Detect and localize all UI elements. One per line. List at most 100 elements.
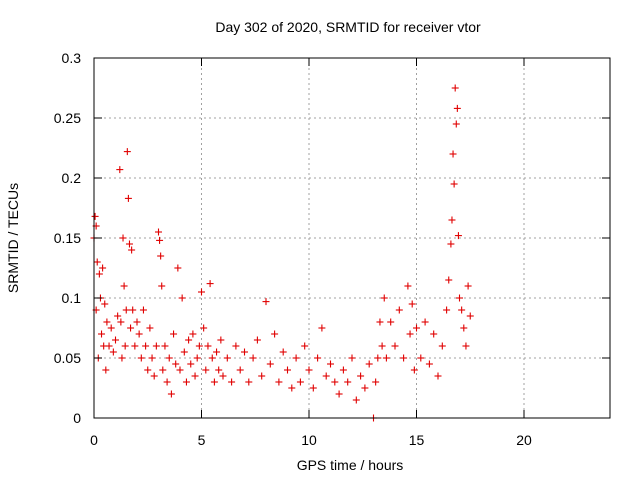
data-point [331,378,339,386]
data-point [271,330,279,338]
data-point [118,354,126,362]
y-tick-label: 0.2 [62,170,82,186]
data-point [344,378,352,386]
data-point [466,312,474,320]
data-point [144,366,152,374]
y-tick-label: 0 [73,410,81,426]
data-point [217,336,225,344]
data-point [193,354,201,362]
x-tick-label: 20 [516,432,532,448]
data-point [421,318,429,326]
data-point [322,372,330,380]
data-point [450,180,458,188]
data-point [309,384,317,392]
data-point [425,360,433,368]
data-point [365,360,373,368]
data-point [413,324,420,332]
data-point [335,390,343,398]
data-point [198,288,205,296]
data-point [262,298,270,306]
data-point [178,294,186,302]
data-point [117,318,125,326]
data-point [191,372,199,380]
data-point [292,354,300,362]
data-point [279,348,287,356]
y-axis-label: SRMTID / TECUs [5,183,21,293]
data-point [361,384,369,392]
data-point [150,372,158,380]
data-point [241,348,248,356]
data-point [339,366,347,374]
data-point [105,342,113,350]
data-point [438,342,446,350]
data-point [167,390,175,398]
data-point [454,232,462,240]
data-point [163,378,171,386]
data-point [266,360,274,368]
data-point [125,240,133,248]
data-point [204,342,212,350]
data-point [208,354,216,362]
data-point [176,366,184,374]
data-point [245,378,253,386]
data-point [107,324,115,332]
data-point [133,318,141,326]
data-point [447,240,455,248]
data-point [124,194,132,202]
data-point [139,306,147,314]
data-point [374,354,382,362]
data-point [123,148,131,156]
data-point [314,354,322,362]
data-point [443,306,451,314]
y-tick-label: 0.25 [54,110,81,126]
data-point [406,330,414,338]
data-point [453,104,461,112]
data-point [348,354,356,362]
y-tick-label: 0.1 [62,290,82,306]
data-point [180,348,188,356]
data-point [93,258,101,266]
data-point [275,378,283,386]
x-tick-label: 15 [409,432,425,448]
data-point [451,84,459,92]
data-point [116,166,124,174]
data-point [95,270,103,278]
data-point [417,354,425,362]
data-point [452,120,460,128]
data-point [122,306,130,314]
data-point [165,354,173,362]
data-point [288,384,296,392]
data-point [182,378,190,386]
data-point [464,282,472,290]
data-point [121,342,129,350]
data-point [213,348,221,356]
data-point [206,280,214,288]
data-point [202,366,210,374]
data-point [131,342,139,350]
data-point [109,348,117,356]
data-point [223,354,231,362]
y-tick-labels: 0 0.05 0.1 0.15 0.2 0.25 0.3 [54,50,81,426]
data-point [404,282,412,290]
x-tick-label: 5 [198,432,206,448]
x-tick-label: 0 [90,432,98,448]
data-point [91,212,99,220]
data-point [102,366,110,374]
data-point [195,342,203,350]
data-point [395,306,403,314]
data-point [352,396,360,404]
data-point [434,372,442,380]
data-point [187,360,195,368]
data-point [172,360,180,368]
data-point [301,342,309,350]
data-point [135,330,143,338]
data-point [284,366,291,374]
data-point [445,276,453,284]
data-point [318,324,326,332]
x-tick-labels: 0 5 10 15 20 [90,432,532,448]
data-point [210,378,218,386]
data-point [249,354,257,362]
data-point [258,372,266,380]
data-point [376,318,384,326]
data-point [159,366,167,374]
